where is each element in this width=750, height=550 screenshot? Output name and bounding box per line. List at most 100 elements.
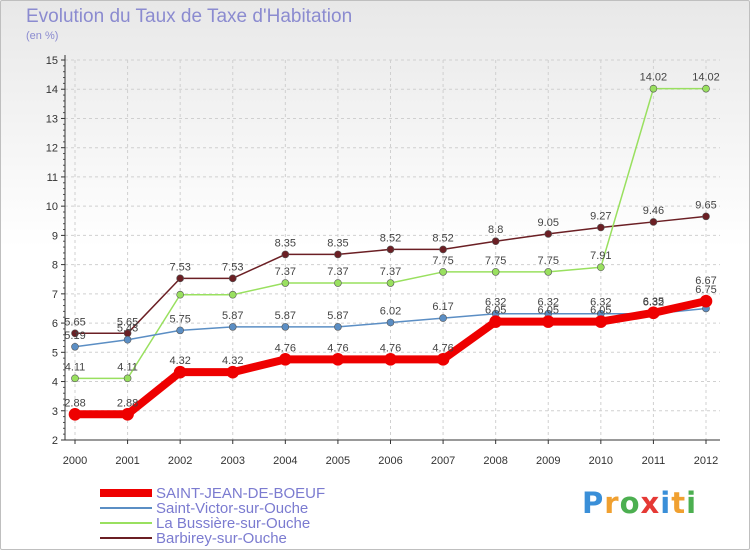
data-label-saint-jean-de-boeuf: 4.76 <box>275 342 296 354</box>
data-point-barbirey-sur-ouche <box>71 329 79 338</box>
logo-letter: P <box>582 486 605 520</box>
data-label-la-bussi-re-sur-ouche: 7.75 <box>538 255 559 267</box>
y-tick-label: 15 <box>46 55 58 67</box>
data-point-saint-jean-de-boeuf <box>647 306 660 320</box>
data-point-barbirey-sur-ouche <box>491 237 500 246</box>
x-tick-label: 2000 <box>63 455 87 467</box>
data-point-la-bussi-re-sur-ouche <box>649 84 658 93</box>
x-tick-label: 2010 <box>589 455 613 467</box>
data-point-saint-jean-de-boeuf <box>699 294 713 308</box>
y-tick-label: 5 <box>52 347 58 359</box>
data-label-saint-victor-sur-ouche: 6.32 <box>538 297 559 309</box>
x-tick-label: 2011 <box>642 455 666 467</box>
y-tick-label: 14 <box>46 84 58 96</box>
data-point-saint-jean-de-boeuf <box>541 315 555 328</box>
data-label-barbirey-sur-ouche: 9.65 <box>695 199 716 211</box>
y-tick-label: 12 <box>46 143 58 155</box>
data-point-saint-victor-sur-ouche <box>123 335 132 344</box>
data-label-saint-jean-de-boeuf: 2.88 <box>117 397 138 409</box>
data-label-saint-victor-sur-ouche: 6.32 <box>590 297 611 309</box>
data-label-barbirey-sur-ouche: 7.53 <box>222 261 243 273</box>
data-point-la-bussi-re-sur-ouche <box>702 84 710 93</box>
data-label-barbirey-sur-ouche: 8.52 <box>432 232 453 244</box>
data-label-saint-jean-de-boeuf: 4.32 <box>222 355 243 367</box>
data-point-barbirey-sur-ouche <box>176 274 184 283</box>
data-label-barbirey-sur-ouche: 5.65 <box>64 316 85 328</box>
x-tick-label: 2008 <box>483 455 507 467</box>
logo-letter: i <box>660 486 672 520</box>
data-point-saint-jean-de-boeuf <box>226 365 240 379</box>
data-label-saint-jean-de-boeuf: 2.88 <box>64 397 85 409</box>
x-tick-label: 2012 <box>694 455 718 467</box>
data-point-barbirey-sur-ouche <box>649 218 658 226</box>
chart-title: Evolution du Taux de Taxe d'Habitation <box>26 6 353 27</box>
data-point-saint-victor-sur-ouche <box>228 323 237 331</box>
legend-swatch <box>100 507 152 509</box>
logo-letter: x <box>640 486 661 520</box>
data-label-la-bussi-re-sur-ouche: 4.11 <box>117 361 138 373</box>
data-point-saint-victor-sur-ouche <box>386 318 395 327</box>
data-point-barbirey-sur-ouche <box>281 250 290 259</box>
data-point-saint-victor-sur-ouche <box>71 342 79 351</box>
data-point-barbirey-sur-ouche <box>228 274 237 283</box>
data-point-saint-jean-de-boeuf <box>68 407 82 421</box>
legend-swatch <box>100 489 152 497</box>
x-tick-label: 2006 <box>378 455 402 467</box>
y-tick-label: 9 <box>52 230 58 242</box>
data-label-barbirey-sur-ouche: 7.53 <box>169 261 190 273</box>
data-point-barbirey-sur-ouche <box>386 245 395 254</box>
data-point-saint-jean-de-boeuf <box>279 353 292 366</box>
legend-label: Saint-Victor-sur-Ouche <box>156 500 309 517</box>
data-point-barbirey-sur-ouche <box>439 245 447 254</box>
data-label-la-bussi-re-sur-ouche: 14.02 <box>640 72 668 84</box>
legend-label: SAINT-JEAN-DE-BOEUF <box>156 485 326 502</box>
data-point-saint-victor-sur-ouche <box>439 314 447 322</box>
data-label-barbirey-sur-ouche: 8.8 <box>488 224 503 236</box>
data-label-la-bussi-re-sur-ouche: 7.37 <box>275 266 296 278</box>
data-point-barbirey-sur-ouche <box>334 250 342 259</box>
data-label-saint-jean-de-boeuf: 6.75 <box>695 284 716 296</box>
data-label-saint-victor-sur-ouche: 6.32 <box>643 297 664 309</box>
y-tick-label: 8 <box>52 260 58 272</box>
data-label-saint-victor-sur-ouche: 5.87 <box>275 310 296 322</box>
data-label-barbirey-sur-ouche: 8.35 <box>275 237 296 249</box>
data-point-la-bussi-re-sur-ouche <box>439 268 447 276</box>
data-point-saint-jean-de-boeuf <box>489 315 502 328</box>
y-tick-label: 6 <box>52 318 58 330</box>
data-point-la-bussi-re-sur-ouche <box>597 263 605 272</box>
data-label-saint-jean-de-boeuf: 4.76 <box>432 342 453 354</box>
data-label-saint-jean-de-boeuf: 6.05 <box>538 305 559 317</box>
data-label-saint-victor-sur-ouche: 6.17 <box>432 301 453 313</box>
data-label-top: 6.67 <box>695 275 716 287</box>
x-tick-label: 2001 <box>115 455 139 467</box>
data-label-saint-victor-sur-ouche: 5.87 <box>327 310 348 322</box>
logo-letter: t <box>671 486 687 520</box>
legend-label: Barbirey-sur-Ouche <box>156 530 287 547</box>
axes: 2 3 4 5 6 7 8 9 10 11 12 13 14 15 2000 2001 2002 2003 2004… <box>46 55 720 467</box>
data-point-barbirey-sur-ouche <box>544 230 553 238</box>
data-label-saint-jean-de-boeuf: 4.76 <box>327 342 348 354</box>
data-labels: 5.65 5.65 7.53 7.53 8.35 8.35 8.52 8.52 8.8 9.05 9… <box>64 72 719 410</box>
data-point-la-bussi-re-sur-ouche <box>491 268 500 276</box>
data-label-saint-victor-sur-ouche: 5.75 <box>169 313 190 325</box>
chart-subtitle: (en %) <box>26 30 59 42</box>
x-tick-label: 2002 <box>168 455 192 467</box>
data-point-saint-victor-sur-ouche <box>176 326 184 335</box>
logo-letter: o <box>619 486 641 520</box>
data-point-saint-jean-de-boeuf <box>384 353 397 366</box>
data-label-barbirey-sur-ouche: 9.27 <box>590 210 611 222</box>
data-label-barbirey-sur-ouche: 8.35 <box>327 237 348 249</box>
proxiti-logo: Proxiti <box>582 486 697 520</box>
data-label-barbirey-sur-ouche: 8.52 <box>380 232 401 244</box>
data-point-la-bussi-re-sur-ouche <box>176 290 184 299</box>
data-point-la-bussi-re-sur-ouche <box>228 290 237 299</box>
data-label-saint-victor-sur-ouche: 6.32 <box>485 297 506 309</box>
data-label-la-bussi-re-sur-ouche: 4.11 <box>65 361 86 373</box>
data-point-la-bussi-re-sur-ouche <box>386 279 395 287</box>
data-point-saint-victor-sur-ouche <box>281 323 290 331</box>
y-tick-label: 13 <box>46 113 58 125</box>
data-point-la-bussi-re-sur-ouche <box>123 374 132 383</box>
logo-letter: i <box>686 486 698 520</box>
